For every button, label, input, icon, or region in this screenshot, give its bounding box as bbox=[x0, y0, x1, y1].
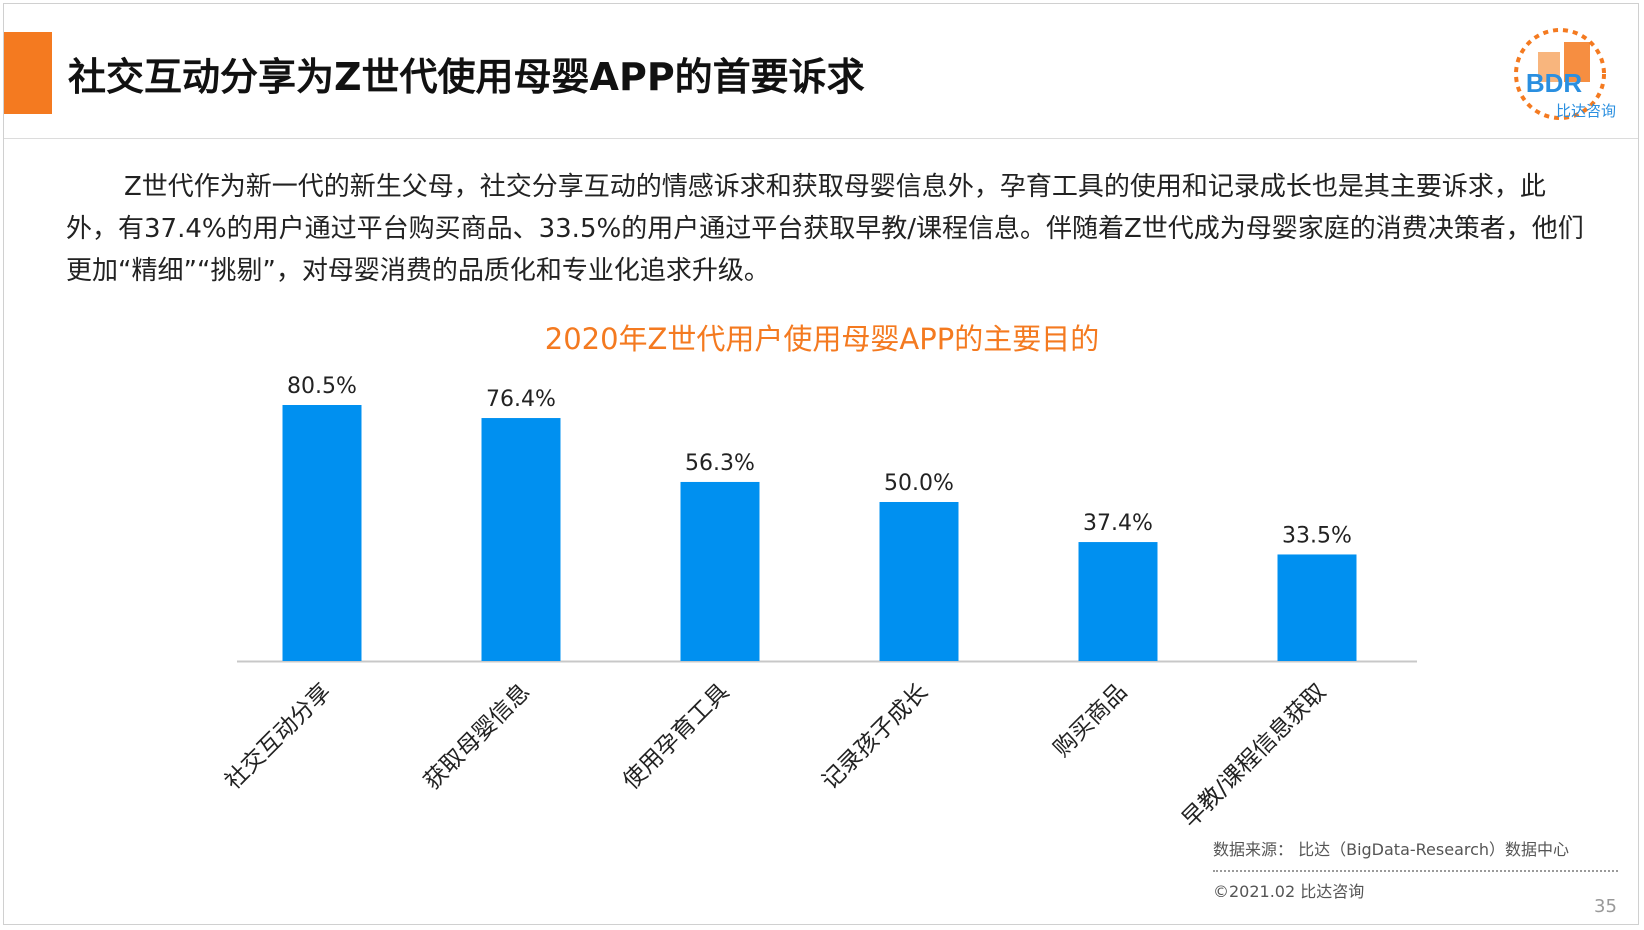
category-label: 记录孩子成长 bbox=[817, 679, 933, 795]
bar-value-label: 56.3% bbox=[685, 451, 755, 476]
logo-mark-icon: BDR bbox=[1514, 28, 1606, 120]
bar-value-label: 76.4% bbox=[486, 387, 556, 412]
category-label: 购买商品 bbox=[1049, 679, 1132, 762]
chart-title: 2020年Z世代用户使用母婴APP的主要目的 bbox=[544, 322, 1100, 356]
bar-value-label: 50.0% bbox=[884, 471, 954, 496]
bar-5 bbox=[1078, 542, 1158, 661]
category-label: 早教/课程信息获取 bbox=[1177, 679, 1331, 833]
bar-value-label: 80.5% bbox=[287, 374, 357, 399]
bar-value-label: 33.5% bbox=[1282, 523, 1352, 548]
bdr-logo: BDR bbox=[1508, 18, 1618, 128]
slide: 社交互动分享为Z世代使用母婴APP的首要诉求 BDR 比达咨询 bbox=[3, 3, 1639, 925]
bar-6 bbox=[1277, 554, 1357, 661]
bar-1 bbox=[282, 405, 362, 661]
body-paragraph: Z世代作为新一代的新生父母，社交分享互动的情感诉求和获取母婴信息外，孕育工具的使… bbox=[66, 172, 1584, 286]
title-bar: 社交互动分享为Z世代使用母婴APP的首要诉求 BDR 比达咨询 bbox=[4, 4, 1638, 139]
copyright: ©2021.02 比达咨询 bbox=[1213, 882, 1365, 901]
bar-value-label: 37.4% bbox=[1083, 511, 1153, 536]
logo-subtitle: 比达咨询 bbox=[1555, 102, 1616, 120]
bar-2 bbox=[481, 418, 561, 661]
category-label: 使用孕育工具 bbox=[618, 679, 734, 795]
category-label: 社交互动分享 bbox=[220, 679, 336, 795]
footer-divider bbox=[1213, 870, 1618, 872]
bar-3 bbox=[680, 481, 760, 661]
page-title: 社交互动分享为Z世代使用母婴APP的首要诉求 bbox=[68, 55, 865, 99]
title-accent-block bbox=[4, 32, 52, 114]
data-source: 数据来源： 比达（BigData-Research）数据中心 bbox=[1213, 840, 1570, 859]
bar-4 bbox=[879, 501, 959, 661]
page-number: 35 bbox=[1594, 896, 1617, 917]
category-label: 获取母婴信息 bbox=[419, 679, 535, 795]
logo-text: BDR bbox=[1526, 68, 1583, 98]
